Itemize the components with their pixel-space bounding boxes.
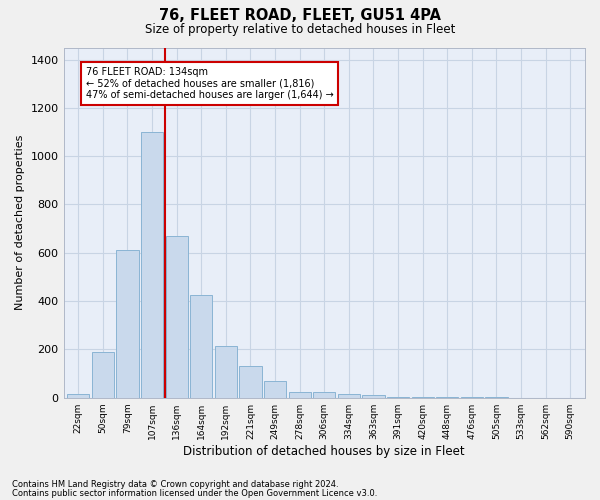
- Bar: [166, 236, 188, 398]
- Bar: [362, 396, 385, 398]
- Bar: [190, 295, 212, 398]
- Y-axis label: Number of detached properties: Number of detached properties: [15, 135, 25, 310]
- Bar: [338, 394, 360, 398]
- Bar: [289, 392, 311, 398]
- Text: 76 FLEET ROAD: 134sqm
← 52% of detached houses are smaller (1,816)
47% of semi-d: 76 FLEET ROAD: 134sqm ← 52% of detached …: [86, 67, 334, 100]
- Text: Contains public sector information licensed under the Open Government Licence v3: Contains public sector information licen…: [12, 488, 377, 498]
- Bar: [412, 397, 434, 398]
- Text: 76, FLEET ROAD, FLEET, GU51 4PA: 76, FLEET ROAD, FLEET, GU51 4PA: [159, 8, 441, 22]
- Bar: [67, 394, 89, 398]
- Bar: [239, 366, 262, 398]
- X-axis label: Distribution of detached houses by size in Fleet: Distribution of detached houses by size …: [184, 444, 465, 458]
- Bar: [116, 250, 139, 398]
- Bar: [215, 346, 237, 398]
- Text: Contains HM Land Registry data © Crown copyright and database right 2024.: Contains HM Land Registry data © Crown c…: [12, 480, 338, 489]
- Bar: [141, 132, 163, 398]
- Bar: [387, 396, 409, 398]
- Text: Size of property relative to detached houses in Fleet: Size of property relative to detached ho…: [145, 22, 455, 36]
- Bar: [92, 352, 114, 398]
- Bar: [313, 392, 335, 398]
- Bar: [264, 381, 286, 398]
